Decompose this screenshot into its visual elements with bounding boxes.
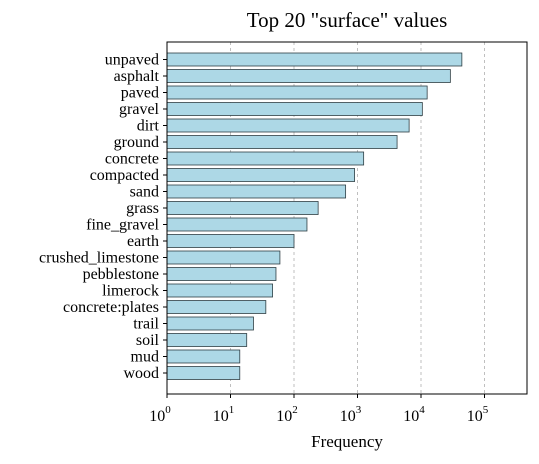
category-label: dirt bbox=[137, 118, 160, 135]
bar-crushed-limestone bbox=[166, 250, 281, 265]
category-label: trail bbox=[133, 316, 159, 333]
x-tick-label: 103 bbox=[340, 404, 362, 425]
category-label: crushed_limestone bbox=[39, 250, 159, 267]
category-labels: unpavedasphaltpavedgraveldirtgroundconcr… bbox=[39, 52, 167, 382]
category-label: concrete bbox=[105, 151, 159, 168]
x-ticks: 100 101 102 103 104 105 bbox=[149, 394, 489, 425]
x-tick-label: 102 bbox=[276, 404, 298, 425]
bar-dirt bbox=[166, 118, 410, 133]
bar-grass bbox=[166, 201, 319, 215]
category-label: compacted bbox=[90, 167, 159, 184]
bar-ground bbox=[166, 135, 398, 149]
bar-concrete bbox=[166, 151, 365, 166]
category-label: paved bbox=[121, 85, 159, 102]
bar-limerock bbox=[166, 283, 273, 298]
bar-fine-gravel bbox=[166, 217, 308, 232]
x-tick-label: 105 bbox=[467, 404, 489, 425]
category-label: fine_gravel bbox=[86, 217, 159, 234]
category-label: earth bbox=[127, 233, 159, 250]
x-tick-label: 100 bbox=[149, 404, 171, 425]
category-label: pebblestone bbox=[83, 266, 159, 283]
bar-wood bbox=[166, 366, 241, 380]
bar-earth bbox=[166, 234, 295, 248]
bar-soil bbox=[166, 333, 248, 347]
x-tick-label: 104 bbox=[403, 404, 425, 425]
bar-pebblestone bbox=[166, 267, 277, 281]
category-label: sand bbox=[130, 184, 159, 201]
bar-mud bbox=[166, 349, 241, 364]
bar-asphalt bbox=[166, 69, 451, 83]
bars bbox=[166, 52, 463, 380]
category-label: ground bbox=[114, 134, 159, 151]
x-tick-label: 101 bbox=[213, 404, 235, 425]
plot-frame bbox=[166, 41, 528, 395]
category-label: wood bbox=[123, 365, 159, 382]
chart-title: Top 20 "surface" values bbox=[247, 8, 448, 32]
bar-sand bbox=[166, 184, 347, 199]
category-label: grass bbox=[126, 200, 159, 217]
bar-trail bbox=[166, 316, 254, 331]
bar-concrete-plates bbox=[166, 300, 267, 314]
category-label: concrete:plates bbox=[63, 299, 159, 316]
bar-compacted bbox=[166, 168, 355, 182]
category-label: gravel bbox=[119, 101, 160, 118]
category-label: soil bbox=[136, 332, 160, 349]
category-label: unpaved bbox=[105, 52, 159, 69]
category-label: limerock bbox=[102, 283, 159, 300]
x-axis-label: Frequency bbox=[311, 432, 383, 451]
category-label: asphalt bbox=[114, 68, 160, 85]
category-label: mud bbox=[131, 349, 159, 366]
bar-unpaved bbox=[166, 52, 463, 67]
bar-gravel bbox=[166, 102, 423, 116]
bar-paved bbox=[166, 85, 428, 100]
